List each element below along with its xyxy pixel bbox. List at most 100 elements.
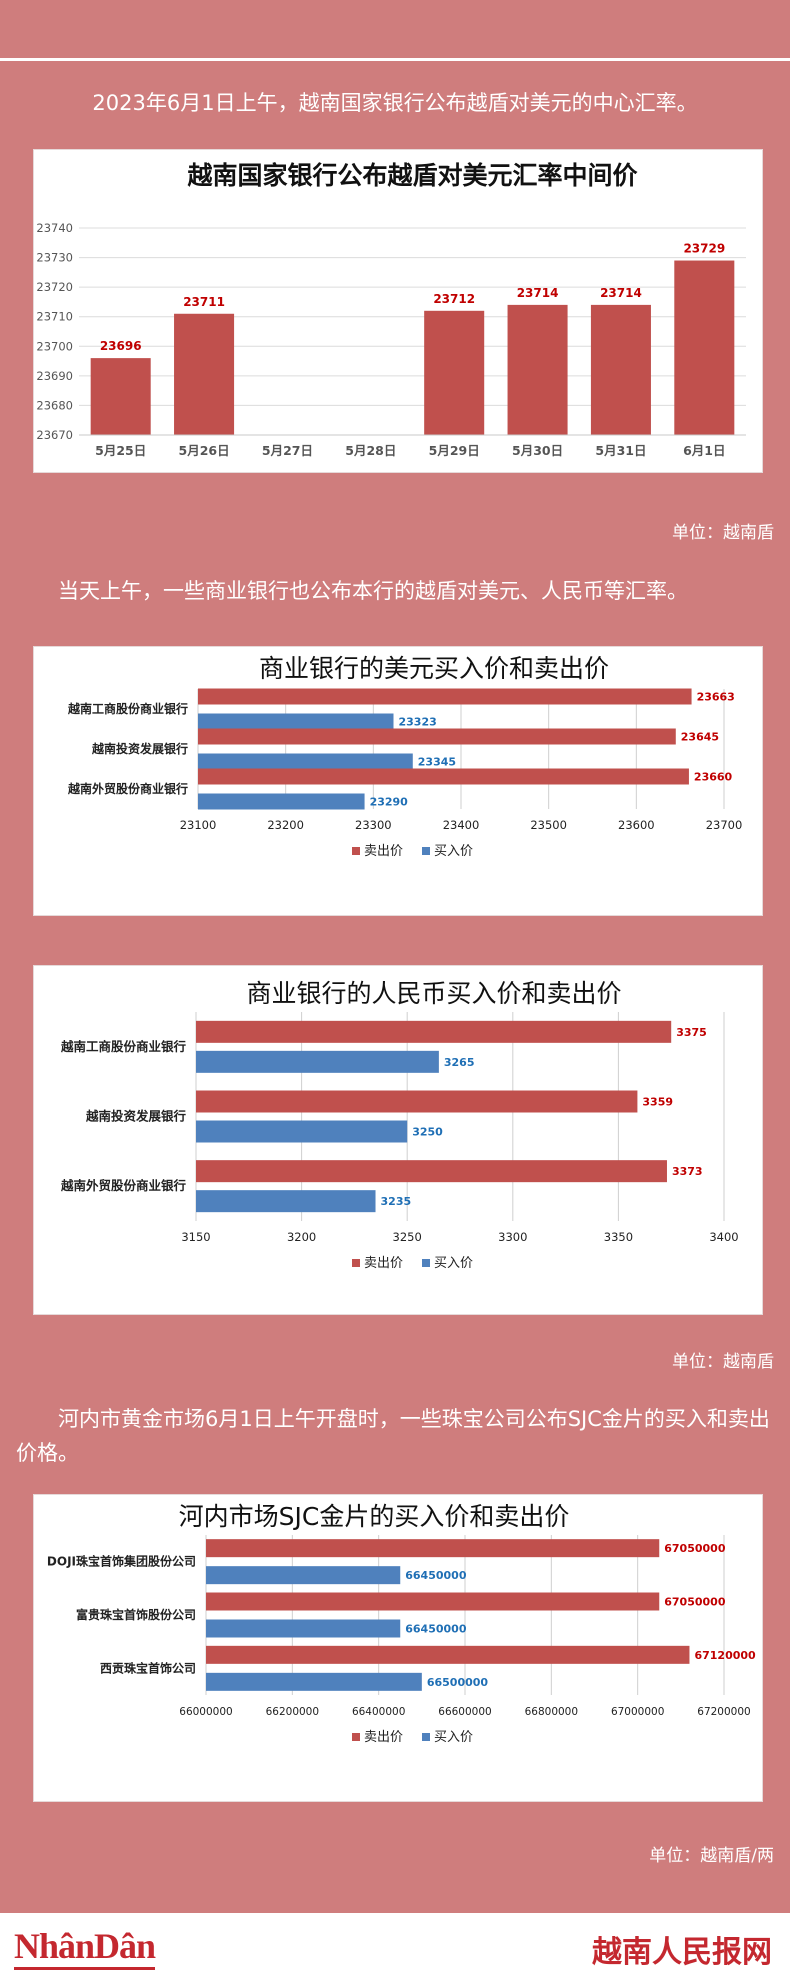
- category-label: 越南外贸股份商业银行: [60, 1178, 187, 1193]
- site-name-logo[interactable]: 越南人民报网: [592, 1935, 772, 1970]
- sell-value-label: 67050000: [664, 1542, 726, 1555]
- legend-swatch: [352, 1259, 360, 1267]
- y-tick-label: 23670: [36, 428, 73, 442]
- x-tick-label: 23300: [355, 818, 392, 832]
- buy-value-label: 23345: [418, 756, 456, 769]
- buy-value-label: 66450000: [405, 1623, 467, 1636]
- x-tick-label: 3200: [287, 1230, 316, 1244]
- category-label: 越南工商股份商业银行: [60, 1039, 187, 1054]
- sell-bar: [198, 728, 676, 745]
- chart-usd-rates: 商业银行的美元买入价和卖出价 23100 23200 23300 23400 23500 2…: [67, 654, 743, 859]
- x-tick-label: 23700: [706, 818, 743, 832]
- y-tick-label: 23730: [36, 251, 73, 265]
- x-tick-label: 67200000: [697, 1706, 750, 1718]
- x-tick-label: 66200000: [266, 1706, 319, 1718]
- bar: [674, 260, 735, 435]
- data-label: 23712: [433, 292, 475, 306]
- buy-value-label: 3250: [412, 1126, 443, 1139]
- category-label: 富贵珠宝首饰股份公司: [76, 1607, 196, 1622]
- x-tick-label: 67000000: [611, 1706, 664, 1718]
- buy-bar: [206, 1619, 401, 1638]
- sell-value-label: 23663: [697, 691, 735, 704]
- chart-title: 商业银行的美元买入价和卖出价: [259, 654, 609, 683]
- x-tick-label: 23600: [618, 818, 655, 832]
- legend-label: 买入价: [434, 1730, 473, 1745]
- x-tick-label: 5月26日: [179, 443, 230, 458]
- x-tick-label: 23200: [267, 818, 304, 832]
- buy-bar: [196, 1120, 408, 1143]
- buy-value-label: 23290: [370, 796, 409, 809]
- chart-gold-unit: 单位：越南盾/两: [649, 1846, 774, 1866]
- chart-gold-panel: 河内市场SJC金片的买入价和卖出价 66000000 66200000 6640000…: [33, 1494, 763, 1802]
- legend-swatch: [352, 847, 360, 855]
- sell-bar: [206, 1645, 690, 1664]
- category-label: 越南投资发展银行: [91, 741, 188, 756]
- bar: [424, 310, 485, 435]
- sell-bar: [196, 1090, 638, 1113]
- category-label: 西贡珠宝首饰公司: [100, 1660, 196, 1675]
- x-tick-label: 5月28日: [345, 443, 396, 458]
- bar: [590, 304, 651, 435]
- category-label: 越南工商股份商业银行: [67, 701, 188, 716]
- y-tick-label: 23710: [36, 310, 73, 324]
- sell-bar: [198, 768, 689, 785]
- chart-gold-prices: 河内市场SJC金片的买入价和卖出价 66000000 66200000 6640000…: [47, 1502, 756, 1745]
- x-tick-label: 5月27日: [262, 443, 313, 458]
- sell-bar: [196, 1160, 667, 1183]
- sell-bar: [206, 1539, 660, 1558]
- category-label: DOJI珠宝首饰集团股份公司: [47, 1554, 196, 1569]
- x-tick-label: 3400: [709, 1230, 738, 1244]
- x-tick-label: 3300: [498, 1230, 527, 1244]
- x-tick-label: 23500: [530, 818, 567, 832]
- data-label: 23729: [683, 242, 725, 256]
- x-tick-label: 23100: [180, 818, 217, 832]
- x-tick-label: 5月25日: [95, 443, 146, 458]
- x-tick-label: 66600000: [438, 1706, 491, 1718]
- bar: [174, 313, 235, 435]
- legend-swatch: [422, 1733, 430, 1741]
- legend-label: 卖出价: [364, 1730, 403, 1745]
- sell-value-label: 67050000: [664, 1596, 726, 1609]
- intro-paragraph: 2023年6月1日上午，越南国家银行公布越盾对美元的中心汇率。: [92, 91, 698, 115]
- x-tick-label: 23400: [443, 818, 480, 832]
- buy-bar: [206, 1566, 401, 1585]
- sell-bar: [206, 1592, 660, 1611]
- y-tick-label: 23680: [36, 398, 73, 412]
- buy-value-label: 66500000: [427, 1676, 489, 1689]
- sell-value-label: 3373: [672, 1165, 703, 1178]
- buy-value-label: 3265: [444, 1056, 475, 1069]
- nhandan-logo[interactable]: NhânDân: [14, 1925, 156, 1970]
- legend-label: 买入价: [434, 844, 473, 859]
- y-tick-label: 23720: [36, 280, 73, 294]
- y-tick-label: 23690: [36, 369, 73, 383]
- sell-value-label: 3359: [642, 1096, 673, 1109]
- x-tick-label: 66400000: [352, 1706, 405, 1718]
- data-label: 23696: [100, 339, 142, 353]
- x-tick-label: 3350: [604, 1230, 633, 1244]
- chart-cny-unit: 单位：越南盾: [672, 1352, 774, 1372]
- x-tick-label: 3150: [181, 1230, 210, 1244]
- sell-bar: [198, 688, 692, 705]
- chart-usd-panel: 商业银行的美元买入价和卖出价 23100 23200 23300 23400 23500 2…: [33, 646, 763, 916]
- sell-value-label: 67120000: [694, 1649, 756, 1662]
- sell-value-label: 23660: [694, 771, 733, 784]
- sell-value-label: 3375: [676, 1026, 707, 1039]
- category-label: 越南外贸股份商业银行: [67, 781, 188, 796]
- x-tick-label: 5月31日: [595, 443, 646, 458]
- buy-bar: [198, 793, 365, 810]
- sell-bar: [196, 1020, 672, 1043]
- legend-label: 卖出价: [364, 844, 403, 859]
- legend-label: 卖出价: [364, 1256, 403, 1271]
- chart-central-rate: 越南国家银行公布越盾对美元汇率中间价 23670 23680 23690 23700 23…: [36, 161, 746, 458]
- x-tick-label: 66000000: [179, 1706, 232, 1718]
- bar: [507, 304, 568, 435]
- buy-bar: [206, 1672, 422, 1691]
- x-tick-label: 3250: [393, 1230, 422, 1244]
- legend-swatch: [422, 847, 430, 855]
- x-tick-label: 66800000: [525, 1706, 578, 1718]
- legend-swatch: [352, 1733, 360, 1741]
- buy-value-label: 23323: [398, 716, 436, 729]
- chart-cny-panel: 商业银行的人民币买入价和卖出价 3150 3200 3250 3300 3350 3400 越…: [33, 965, 763, 1315]
- top-divider: [0, 58, 790, 61]
- buy-bar: [198, 753, 413, 770]
